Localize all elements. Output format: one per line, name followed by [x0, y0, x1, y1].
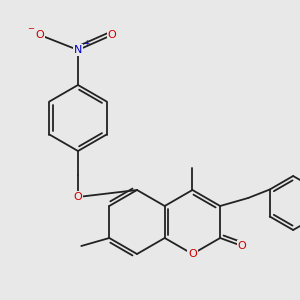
Text: O: O — [188, 249, 197, 259]
Text: +: + — [83, 38, 89, 47]
Text: O: O — [108, 30, 116, 40]
Text: O: O — [238, 241, 247, 251]
Text: O: O — [36, 30, 44, 40]
Text: N: N — [74, 45, 82, 55]
Text: O: O — [74, 192, 82, 202]
Text: −: − — [28, 25, 34, 34]
